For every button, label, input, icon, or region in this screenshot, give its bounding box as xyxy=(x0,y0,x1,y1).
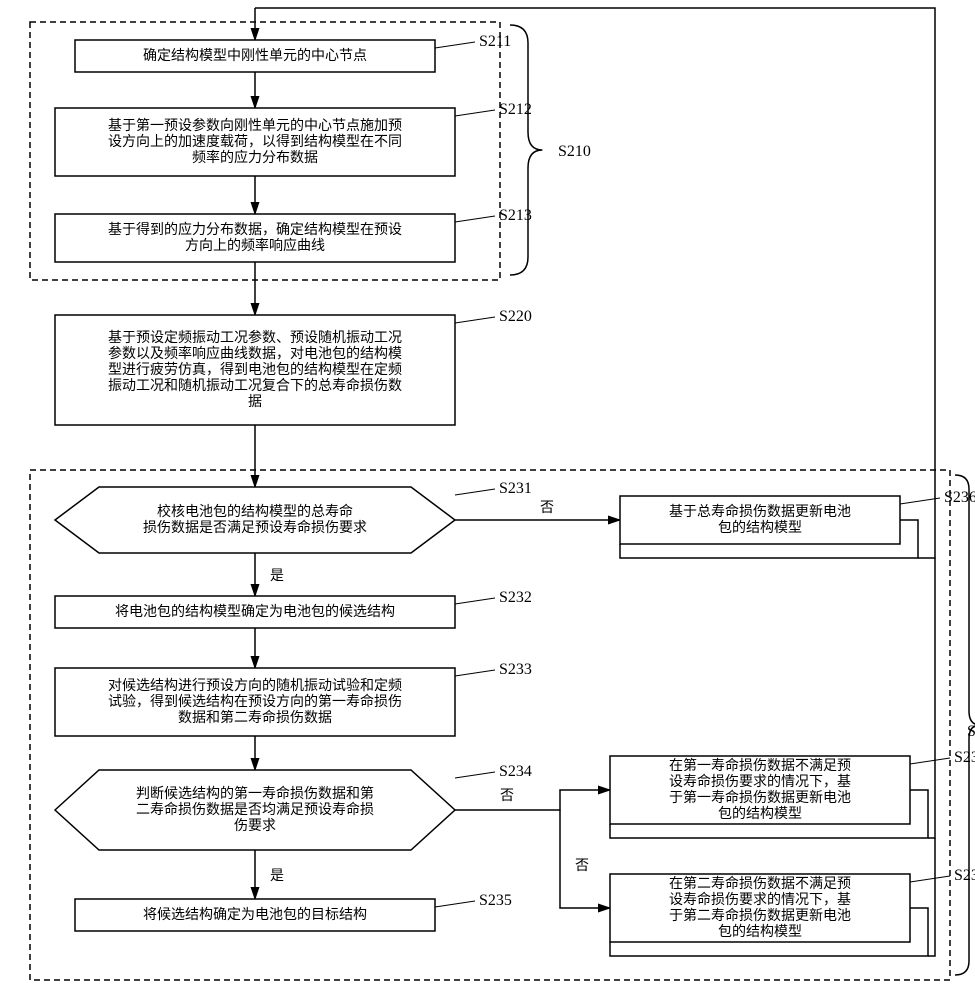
node-text: 设寿命损伤要求的情况下，基 xyxy=(669,773,851,790)
node-s231: 校核电池包的结构模型的总寿命损伤数据是否满足预设寿命损伤要求 S231 xyxy=(55,480,532,553)
node-text: 校核电池包的结构模型的总寿命 xyxy=(157,503,353,520)
edge-label: 否 xyxy=(575,859,589,874)
node-s233: 对候选结构进行预设方向的随机振动试验和定频试验，得到候选结构在预设方向的第一寿命… xyxy=(55,661,532,736)
node-text: 在第一寿命损伤数据不满足预 xyxy=(669,757,851,774)
step-label-s220: S220 xyxy=(499,308,532,325)
node-text: 包的结构模型 xyxy=(718,520,802,536)
node-text: 方向上的频率响应曲线 xyxy=(185,237,325,254)
node-text: 在第二寿命损伤数据不满足预 xyxy=(669,875,851,892)
node-text: 包的结构模型 xyxy=(718,806,802,822)
node-text: 将候选结构确定为电池包的目标结构 xyxy=(143,907,367,923)
step-label-s231: S231 xyxy=(499,480,532,497)
step-label-s236: S236 xyxy=(944,489,975,506)
node-s238: 在第二寿命损伤数据不满足预设寿命损伤要求的情况下，基于第二寿命损伤数据更新电池包… xyxy=(610,867,975,942)
edge-label: 否 xyxy=(540,501,554,516)
edge-label: 否 xyxy=(500,789,514,804)
node-s211: 确定结构模型中刚性单元的中心节点 S211 xyxy=(75,33,511,72)
step-label-s213: S213 xyxy=(499,207,532,224)
node-s237: 在第一寿命损伤数据不满足预设寿命损伤要求的情况下，基于第一寿命损伤数据更新电池包… xyxy=(610,749,975,824)
brace xyxy=(510,25,542,275)
node-text: 振动工况和随机振动工况复合下的总寿命损伤数 xyxy=(108,377,402,394)
step-label-s234: S234 xyxy=(499,763,532,780)
step-label-s238: S238 xyxy=(954,867,975,884)
edge-fb237 xyxy=(928,558,935,838)
node-s213: 基于得到的应力分布数据，确定结构模型在预设方向上的频率响应曲线 S213 xyxy=(55,207,532,262)
node-s220: 基于预设定频振动工况参数、预设随机振动工况参数以及频率响应曲线数据，对电池包的结… xyxy=(55,308,532,425)
step-label-s237: S237 xyxy=(954,749,975,766)
edge-label: 是 xyxy=(270,869,284,884)
group-label-s230: S230 xyxy=(967,723,975,740)
node-text: 损伤数据是否满足预设寿命损伤要求 xyxy=(143,519,367,536)
step-label-s211: S211 xyxy=(479,33,511,50)
edge-fb238 xyxy=(928,838,935,956)
node-text: 设寿命损伤要求的情况下，基 xyxy=(669,891,851,908)
node-text: 基于总寿命损伤数据更新电池 xyxy=(669,503,851,520)
node-text: 二寿命损伤数据是否均满足预设寿命损 xyxy=(136,801,374,818)
node-text: 基于第一预设参数向刚性单元的中心节点施加预 xyxy=(108,117,402,134)
edge-feedback xyxy=(255,8,935,558)
group-label-s210: S210 xyxy=(558,143,591,160)
edge-label: 是 xyxy=(270,569,284,584)
node-text: 型进行疲劳仿真，得到电池包的结构模型在定频 xyxy=(108,361,402,378)
node-text: 于第二寿命损伤数据更新电池 xyxy=(669,907,851,924)
node-text: 据 xyxy=(248,394,262,410)
step-label-s232: S232 xyxy=(499,589,532,606)
node-s236: 基于总寿命损伤数据更新电池包的结构模型 S236 xyxy=(620,489,975,544)
node-text: 判断候选结构的第一寿命损伤数据和第 xyxy=(136,785,374,802)
node-text: 对候选结构进行预设方向的随机振动试验和定频 xyxy=(108,678,402,694)
node-text: 基于预设定频振动工况参数、预设随机振动工况 xyxy=(108,329,402,346)
step-label-s212: S212 xyxy=(499,101,532,118)
node-s232: 将电池包的结构模型确定为电池包的候选结构 S232 xyxy=(55,589,532,628)
step-label-s233: S233 xyxy=(499,661,532,678)
node-text: 参数以及频率响应曲线数据，对电池包的结构模 xyxy=(108,345,402,362)
node-text: 于第一寿命损伤数据更新电池 xyxy=(669,789,851,806)
node-text: 试验，得到候选结构在预设方向的第一寿命损伤 xyxy=(108,693,402,710)
node-text: 包的结构模型 xyxy=(718,924,802,940)
node-text: 设方向上的加速度载荷，以得到结构模型在不同 xyxy=(108,133,402,150)
node-text: 确定结构模型中刚性单元的中心节点 xyxy=(143,48,367,64)
node-text: 数据和第二寿命损伤数据 xyxy=(178,709,332,726)
node-text: 伤要求 xyxy=(234,818,276,834)
step-label-s235: S235 xyxy=(479,892,512,909)
node-s234: 判断候选结构的第一寿命损伤数据和第二寿命损伤数据是否均满足预设寿命损伤要求 S23… xyxy=(55,763,532,850)
edge-s234_s237 xyxy=(455,790,610,810)
node-text: 频率的应力分布数据 xyxy=(192,149,318,166)
node-s235: 将候选结构确定为电池包的目标结构 S235 xyxy=(75,892,512,931)
node-text: 基于得到的应力分布数据，确定结构模型在预设 xyxy=(108,221,402,238)
node-text: 将电池包的结构模型确定为电池包的候选结构 xyxy=(115,604,395,620)
node-s212: 基于第一预设参数向刚性单元的中心节点施加预设方向上的加速度载荷，以得到结构模型在… xyxy=(55,101,532,176)
